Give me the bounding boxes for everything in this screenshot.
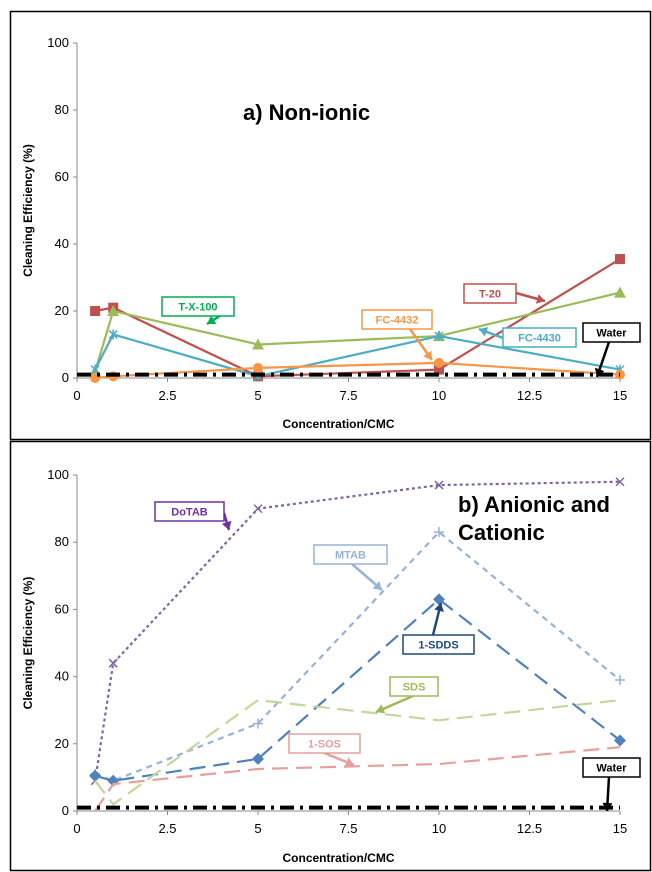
callout-label: T-20: [479, 289, 501, 301]
data-point-t-20: [90, 306, 100, 316]
x-axis-title: Concentration/CMC: [283, 417, 395, 431]
x-tick-label: 2.5: [158, 388, 176, 403]
series-line-t-20: [95, 259, 620, 376]
x-tick-label: 7.5: [339, 821, 357, 836]
y-axis-title: Cleaning Efficiency (%): [21, 577, 35, 710]
callout-label: FC-4430: [518, 333, 561, 345]
x-tick-label: 5: [254, 821, 261, 836]
panel-title: b) Anionic and: [458, 492, 610, 517]
callout-label: DoTAB: [171, 507, 208, 519]
y-tick-label: 80: [55, 102, 69, 117]
chart-panel-a: 0 20 40 60 80 100 0 2.5 5 7.5 10 12.5 15 Concentratio…: [21, 35, 640, 431]
callout-label: 1-SOS: [308, 739, 341, 751]
y-tick-label: 40: [55, 236, 69, 251]
y-tick-label: 60: [55, 601, 69, 616]
x-tick-label: 15: [613, 388, 627, 403]
data-point-1-sdds: [89, 770, 101, 782]
callout-label: MTAB: [335, 550, 366, 562]
x-tick-label: 0: [73, 821, 80, 836]
callout-label: Water: [596, 763, 627, 775]
x-tick-label: 12.5: [517, 821, 542, 836]
data-point-t-20: [615, 254, 625, 264]
y-tick-label: 100: [47, 467, 69, 482]
callout-label: SDS: [403, 682, 426, 694]
data-point-mtab: [615, 675, 625, 685]
x-tick-label: 2.5: [158, 821, 176, 836]
y-tick-label: 40: [55, 669, 69, 684]
callout-arrow-head: [536, 294, 545, 304]
y-tick-label: 0: [62, 370, 69, 385]
y-tick-label: 20: [55, 736, 69, 751]
x-tick-label: 10: [432, 388, 446, 403]
x-tick-label: 10: [432, 821, 446, 836]
y-axis-title: Cleaning Efficiency (%): [21, 144, 35, 277]
y-tick-label: 80: [55, 534, 69, 549]
x-tick-label: 5: [254, 388, 261, 403]
x-tick-label: 0: [73, 388, 80, 403]
chart-panel-b: 0 20 40 60 80 100 0 2.5 5 7.5 10 12.5 15 Concentratio…: [21, 467, 640, 865]
series-line-1-sos: [95, 747, 620, 811]
data-point-t-x-100: [614, 287, 626, 298]
callout-label: Water: [596, 328, 627, 340]
y-tick-label: 0: [62, 803, 69, 818]
x-tick-label: 15: [613, 821, 627, 836]
panel-title: Cationic: [458, 520, 545, 545]
x-tick-label: 12.5: [517, 388, 542, 403]
y-tick-label: 20: [55, 303, 69, 318]
x-axis-title: Concentration/CMC: [283, 851, 395, 865]
data-point-fc-4432: [253, 363, 263, 373]
panel-title: a) Non-ionic: [243, 100, 370, 125]
x-tick-label: 7.5: [339, 388, 357, 403]
data-point-dotab: [254, 505, 262, 513]
y-tick-label: 100: [47, 35, 69, 50]
callout-label: FC-4432: [376, 315, 419, 327]
y-tick-label: 60: [55, 169, 69, 184]
callout-label: 1-SDDS: [418, 640, 458, 652]
data-point-fc-4432: [434, 358, 444, 368]
callout-label: T-X-100: [178, 302, 217, 314]
